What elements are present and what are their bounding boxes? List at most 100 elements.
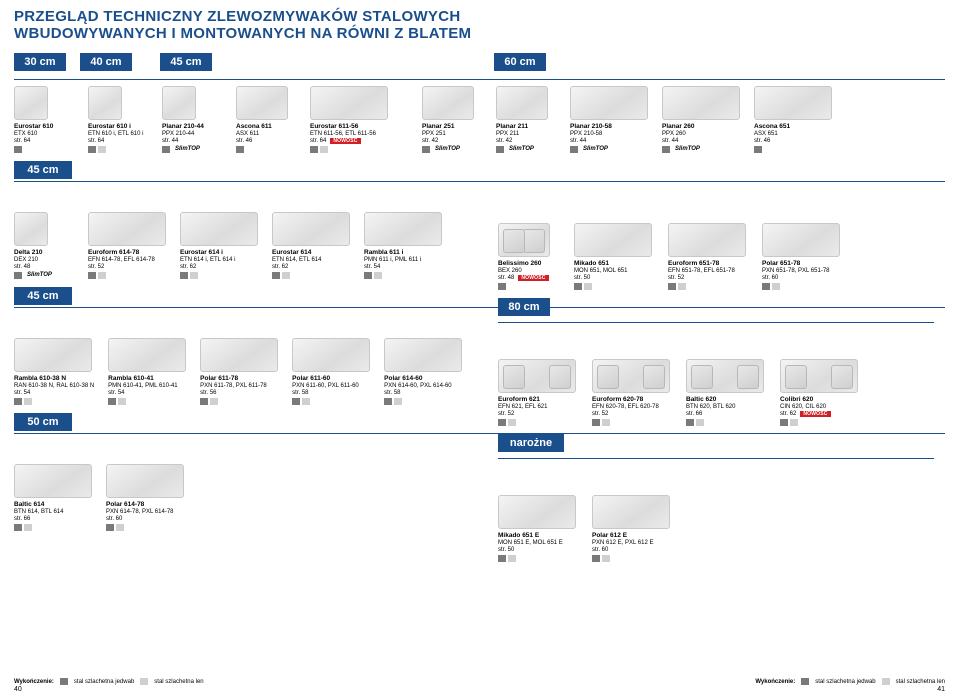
- product-name: Rambla 610-41: [108, 375, 186, 382]
- badges: [780, 419, 858, 426]
- nowosc-badge: NOWOŚĆ: [330, 138, 360, 144]
- product-thumb: [498, 495, 576, 529]
- product-card: Mikado 651MON 651, MOL 651str. 50: [574, 223, 652, 290]
- product-code: EFN 651-78, EFL 651-78: [668, 268, 746, 274]
- product-code: ASX 651: [754, 131, 832, 137]
- size-60: 60 cm: [494, 53, 546, 71]
- product-page: str. 66: [686, 411, 764, 417]
- swatch-light: [790, 419, 798, 426]
- product-name: Planar 210-58: [570, 123, 648, 130]
- product-card: Baltic 614BTN 614, BTL 614str. 66: [14, 464, 92, 531]
- product-card: Eurostar 610 iETN 610 i, ETL 610 istr. 6…: [88, 86, 148, 153]
- product-name: Rambla 610-38 N: [14, 375, 94, 382]
- size-header-row: 30 cm 40 cm 45 cm 60 cm: [0, 43, 959, 77]
- swatch-dark: [496, 146, 504, 153]
- product-thumb: [496, 86, 548, 120]
- product-page: str. 64NOWOŚĆ: [310, 138, 388, 144]
- swatch-dark: [14, 146, 22, 153]
- swatch-dark: [498, 419, 506, 426]
- badges: [14, 398, 94, 405]
- product-thumb: [668, 223, 746, 257]
- product-thumb: [88, 212, 166, 246]
- footer-lt: stal szlachetna len: [896, 679, 945, 685]
- product-code: EFN 614-78, EFL 614-78: [88, 257, 166, 263]
- product-name: Planar 210-44: [162, 123, 222, 130]
- product-page: str. 62NOWOŚĆ: [780, 411, 858, 417]
- badges: SlimTOP: [14, 272, 74, 279]
- swatch-dark: [422, 146, 430, 153]
- badges: [108, 398, 186, 405]
- product-code: PPX 210-44: [162, 131, 222, 137]
- badges: SlimTOP: [570, 146, 648, 153]
- product-thumb: [592, 495, 670, 529]
- swatch-light: [696, 419, 704, 426]
- badges: [106, 524, 184, 531]
- product-name: Polar 611-60: [292, 375, 370, 382]
- product-code: ASX 611: [236, 131, 296, 137]
- product-thumb: [422, 86, 474, 120]
- row3-right-top: Euroform 621EFN 621, EFL 621str. 52Eurof…: [498, 359, 948, 426]
- nowosc-badge: NOWOŚĆ: [518, 275, 548, 281]
- product-code: BTN 620, BTL 620: [686, 404, 764, 410]
- section-narozne: narożne: [498, 434, 564, 452]
- product-page: str. 64: [14, 138, 74, 144]
- slimtop-badge: SlimTOP: [675, 146, 700, 152]
- product-card: Planar 211PPX 211str. 42SlimTOP: [496, 86, 556, 153]
- product-card: Eurostar 610ETX 610str. 64: [14, 86, 74, 153]
- swatch-dark: [88, 272, 96, 279]
- product-thumb: [14, 86, 48, 120]
- swatch-dark: [272, 272, 280, 279]
- product-card: Rambla 610-38 NRAN 610-38 N, RAL 610-38 …: [14, 338, 94, 405]
- badges: [498, 283, 558, 290]
- product-name: Baltic 614: [14, 501, 92, 508]
- product-page: str. 50: [574, 275, 652, 281]
- product-thumb: [108, 338, 186, 372]
- badges: [200, 398, 278, 405]
- product-page: str. 46: [754, 138, 832, 144]
- swatch-dark: [498, 283, 506, 290]
- badges: [180, 272, 258, 279]
- swatch-light: [282, 272, 290, 279]
- product-code: PPX 210-58: [570, 131, 648, 137]
- product-page: str. 42: [422, 138, 482, 144]
- footer-dk: stal szlachetna jedwab: [74, 679, 134, 685]
- product-name: Polar 651-78: [762, 260, 840, 267]
- product-card: Polar 614-60PXN 614-60, PXL 614-60str. 5…: [384, 338, 462, 405]
- footer-lt: stal szlachetna len: [154, 679, 203, 685]
- product-card: Planar 210-58PPX 210-58str. 44SlimTOP: [570, 86, 648, 153]
- swatch-light: [118, 398, 126, 405]
- badges: SlimTOP: [662, 146, 740, 153]
- product-card: Ascona 611ASX 611str. 46: [236, 86, 296, 153]
- product-thumb: [762, 223, 840, 257]
- swatch-dark: [754, 146, 762, 153]
- swatch-dark: [570, 146, 578, 153]
- product-code: PMN 610-41, PML 610-41: [108, 383, 186, 389]
- product-thumb: [14, 212, 48, 246]
- product-code: EFN 621, EFL 621: [498, 404, 576, 410]
- product-code: ETN 611-56, ETL 611-56: [310, 131, 388, 137]
- swatch-light: [394, 398, 402, 405]
- swatch-dark: [292, 398, 300, 405]
- product-thumb: [498, 359, 576, 393]
- product-thumb: [180, 212, 258, 246]
- product-page: str. 54: [14, 390, 94, 396]
- product-thumb: [292, 338, 370, 372]
- swatch-dark: [310, 146, 318, 153]
- footer-label: Wykończenie:: [755, 679, 795, 685]
- product-card: Euroform 621EFN 621, EFL 621str. 52: [498, 359, 576, 426]
- page-num-left: 40: [14, 686, 22, 693]
- product-code: PXN 614-60, PXL 614-60: [384, 383, 462, 389]
- badges: SlimTOP: [422, 146, 482, 153]
- right-block: Belissimo 260BEX 260str. 48NOWOŚĆMikado …: [498, 223, 948, 562]
- swatch-light: [302, 398, 310, 405]
- product-page: str. 58: [384, 390, 462, 396]
- section-80: 80 cm: [498, 298, 550, 316]
- row4-right: Mikado 651 EMON 651 E, MOL 651 Estr. 50P…: [498, 495, 948, 562]
- product-code: EFN 620-78, EFL 620-78: [592, 404, 670, 410]
- product-name: Eurostar 610 i: [88, 123, 148, 130]
- divider: [498, 458, 934, 459]
- swatch-light: [320, 146, 328, 153]
- product-page: str. 60: [762, 275, 840, 281]
- product-name: Ascona 651: [754, 123, 832, 130]
- product-card: Euroform 620-78EFN 620-78, EFL 620-78str…: [592, 359, 670, 426]
